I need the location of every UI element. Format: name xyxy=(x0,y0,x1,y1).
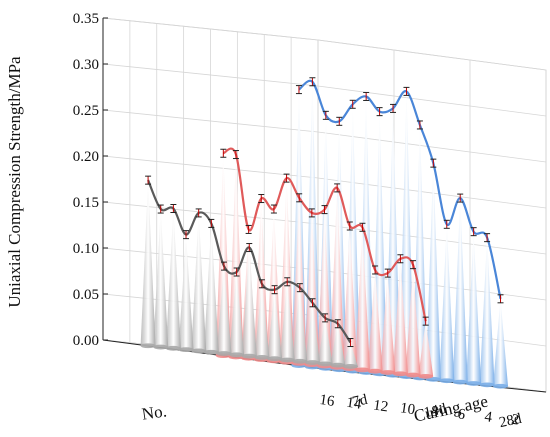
series-7d xyxy=(140,175,358,369)
cone-base-14d xyxy=(418,373,434,379)
cone-28d xyxy=(452,198,468,383)
y-axis-title: Uniaxial Compression Strength/MPa xyxy=(5,56,24,308)
cone-14d xyxy=(367,270,383,372)
cone-7d xyxy=(279,281,295,360)
cone-14d xyxy=(228,154,244,357)
cone-28d xyxy=(425,163,441,380)
cone-base-7d xyxy=(178,347,194,353)
cone-7d xyxy=(165,208,181,349)
cone-7d xyxy=(330,323,346,366)
cone-base-7d xyxy=(216,351,232,356)
y-tick-label: 0.25 xyxy=(73,103,99,119)
line-28d xyxy=(298,79,502,300)
cone-base-7d xyxy=(165,345,181,351)
cone-14d xyxy=(354,227,370,370)
cone-28d xyxy=(479,237,495,385)
cone-base-7d xyxy=(153,344,169,350)
cone-base-7d xyxy=(304,360,320,365)
cone-base-14d xyxy=(367,368,383,374)
cone-base-28d xyxy=(439,378,455,384)
cone-14d xyxy=(317,209,332,366)
x-tick-label: 2 xyxy=(510,412,520,429)
cone-14d xyxy=(392,258,408,374)
cone-7d xyxy=(191,212,207,351)
cone-14d xyxy=(329,187,345,368)
x-axis-title: No. xyxy=(141,401,168,423)
cone-base-28d xyxy=(493,383,509,389)
z-tick-label: 7d xyxy=(351,392,369,411)
cone-base-7d xyxy=(140,343,156,349)
cone-14d xyxy=(418,321,434,377)
x-tick-label: 12 xyxy=(372,398,389,416)
z-tick-label: 28d xyxy=(498,411,524,431)
cone-14d xyxy=(380,273,396,373)
cone-28d xyxy=(493,298,508,387)
cone-base-7d xyxy=(292,358,308,364)
cone-base-7d xyxy=(342,364,358,369)
cone-base-7d xyxy=(241,353,257,359)
cone-7d xyxy=(254,283,270,358)
cone-base-7d xyxy=(317,361,333,367)
x-tick-label: 10 xyxy=(399,400,416,418)
series-layer xyxy=(140,77,509,389)
cone-7d xyxy=(317,317,333,364)
x-tick-label: 8 xyxy=(430,404,440,421)
cone-7d xyxy=(140,180,156,346)
cone-base-14d xyxy=(354,367,370,373)
cone-base-14d xyxy=(380,370,396,375)
y-tick-label: 0.20 xyxy=(73,149,99,165)
cone-base-28d xyxy=(452,379,468,385)
cone-base-7d xyxy=(191,348,207,354)
cone-base-7d xyxy=(279,357,295,363)
cone-base-7d xyxy=(254,354,270,360)
y-tick-label: 0.05 xyxy=(73,287,99,303)
cone-7d xyxy=(229,272,245,355)
cone-14d xyxy=(405,264,421,376)
cone-base-28d xyxy=(466,381,482,386)
cone-7d xyxy=(305,302,320,363)
cone-14d xyxy=(342,226,358,369)
x-tick-label: 6 xyxy=(457,406,467,423)
y-tick-label: 0.35 xyxy=(73,11,99,27)
x-tick-label: 14 xyxy=(345,395,363,413)
cone-7d xyxy=(153,209,169,347)
y-tick-label: 0.00 xyxy=(73,333,99,349)
cone-base-7d xyxy=(203,349,219,355)
y-tick-label: 0.30 xyxy=(73,57,99,73)
cone-7d xyxy=(203,223,219,353)
cone-7d xyxy=(241,247,257,357)
cone-base-14d xyxy=(405,372,421,378)
cone-7d xyxy=(267,289,283,359)
y-tick-label: 0.10 xyxy=(73,241,99,257)
x-tick-label: 16 xyxy=(318,392,336,410)
cone-7d xyxy=(216,266,232,354)
cone-7d xyxy=(342,342,358,367)
cone-base-7d xyxy=(267,356,283,362)
cone-base-7d xyxy=(330,362,346,368)
y-tick-label: 0.15 xyxy=(73,195,99,211)
cone-14d xyxy=(304,212,320,365)
cone-7d xyxy=(178,234,194,350)
cone-base-14d xyxy=(392,371,408,377)
cone-base-28d xyxy=(479,382,495,388)
cone-7d xyxy=(292,287,308,362)
cone-28d xyxy=(439,224,455,381)
z-tick-label: 14d xyxy=(423,401,449,421)
cone-base-7d xyxy=(229,352,245,358)
x-tick-label: 4 xyxy=(483,409,493,426)
cone-28d xyxy=(466,231,482,384)
